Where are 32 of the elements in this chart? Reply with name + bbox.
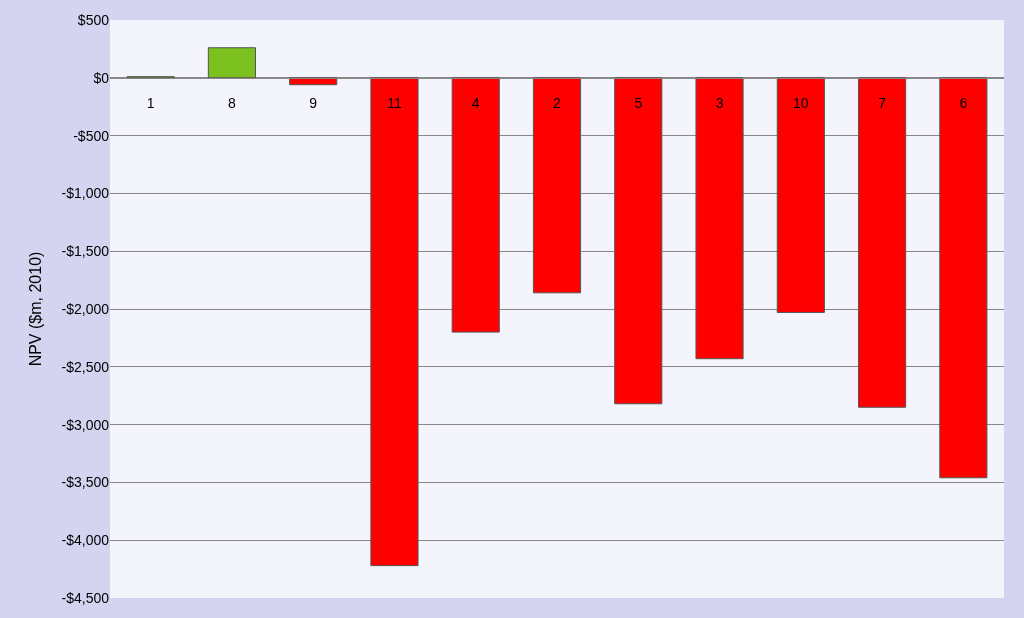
y-tick-label: -$3,500 bbox=[61, 474, 110, 491]
bar bbox=[695, 77, 744, 360]
bar bbox=[776, 77, 825, 313]
y-axis-title: NPV ($m, 2010) bbox=[27, 251, 45, 367]
x-tick-label: 10 bbox=[793, 94, 809, 111]
x-tick-label: 4 bbox=[471, 94, 480, 111]
y-tick-label: -$1,000 bbox=[61, 185, 110, 202]
x-tick-label: 8 bbox=[228, 94, 237, 111]
y-tick-label: $500 bbox=[77, 11, 110, 28]
bar bbox=[207, 47, 256, 79]
x-tick-label: 1 bbox=[146, 94, 155, 111]
y-tick-label: -$4,500 bbox=[61, 589, 110, 606]
y-tick-label: -$3,000 bbox=[61, 416, 110, 433]
x-tick-label: 5 bbox=[634, 94, 643, 111]
x-tick-label: 11 bbox=[387, 94, 402, 111]
bar bbox=[939, 77, 988, 479]
x-tick-label: 6 bbox=[959, 94, 968, 111]
y-tick-label: $0 bbox=[93, 69, 110, 86]
y-tick-label: -$500 bbox=[73, 127, 110, 144]
y-tick-label: -$1,500 bbox=[61, 243, 110, 260]
y-tick-label: -$2,000 bbox=[61, 300, 110, 317]
x-tick-label: 2 bbox=[553, 94, 562, 111]
x-tick-label: 9 bbox=[309, 94, 318, 111]
bar bbox=[532, 77, 582, 294]
y-tick-label: -$2,500 bbox=[61, 358, 110, 375]
y-tick-label: -$4,000 bbox=[61, 532, 110, 549]
x-tick-label: 7 bbox=[878, 94, 887, 111]
bar bbox=[370, 77, 419, 567]
bar bbox=[451, 77, 500, 333]
bar bbox=[858, 77, 907, 408]
bar bbox=[614, 77, 663, 405]
x-tick-label: 3 bbox=[715, 94, 724, 111]
